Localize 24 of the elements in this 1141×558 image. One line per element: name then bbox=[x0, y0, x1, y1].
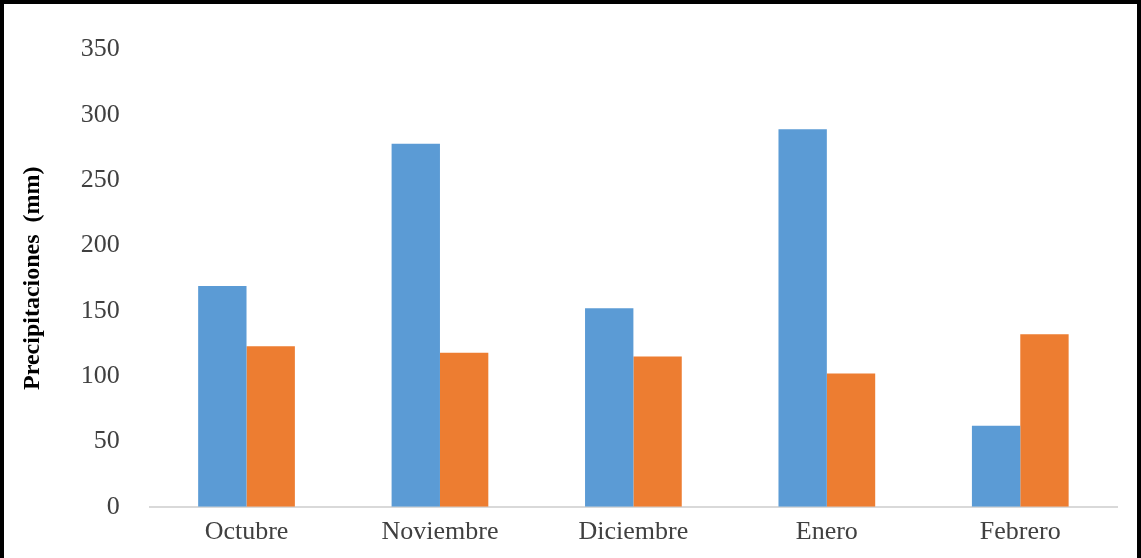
bar bbox=[198, 286, 247, 507]
y-tick-label: 0 bbox=[106, 490, 120, 520]
bar bbox=[439, 352, 489, 507]
bar bbox=[1020, 334, 1069, 507]
x-tick-label: Octubre bbox=[204, 516, 289, 546]
y-tick-label: 100 bbox=[80, 360, 120, 389]
bar bbox=[246, 346, 295, 507]
y-tick-label: 300 bbox=[80, 98, 120, 128]
y-tick-label: 150 bbox=[80, 294, 120, 324]
x-tick-label: Enero bbox=[795, 516, 858, 546]
x-tick-label: Diciembre bbox=[578, 516, 689, 546]
x-tick-label: Febrero bbox=[979, 516, 1061, 546]
bar bbox=[585, 308, 634, 507]
y-tick-label: 350 bbox=[80, 33, 120, 63]
bar bbox=[633, 356, 682, 507]
y-tick-label: 50 bbox=[93, 425, 120, 455]
x-tick-label: Noviembre bbox=[381, 516, 499, 546]
bar bbox=[971, 425, 1021, 507]
bar bbox=[778, 129, 827, 507]
y-axis-title: Precipitaciones (mm) bbox=[17, 166, 44, 390]
bar bbox=[391, 143, 440, 507]
y-tick-label: 250 bbox=[80, 164, 120, 194]
y-tick-label: 200 bbox=[80, 229, 120, 259]
bar bbox=[826, 373, 876, 507]
